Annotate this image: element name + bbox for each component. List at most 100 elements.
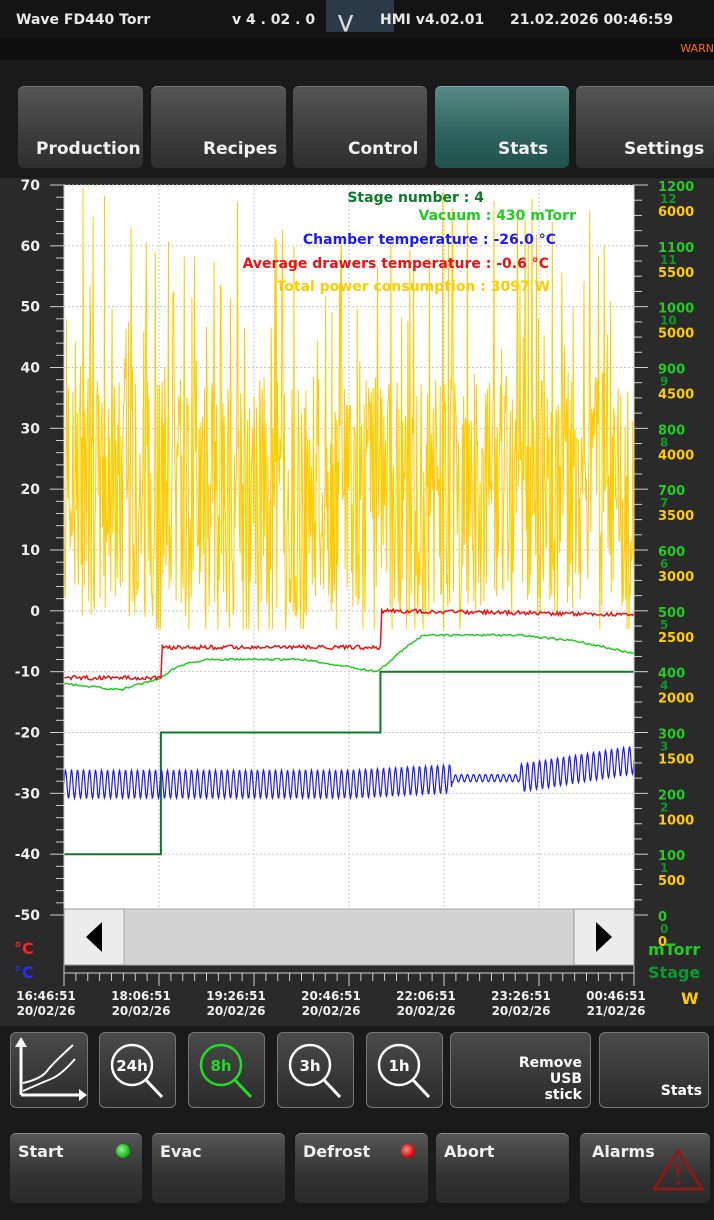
right-stage-label: 1 bbox=[660, 861, 668, 875]
left-tick-label: -20 bbox=[15, 726, 41, 742]
right-mtorr-label: 700 bbox=[658, 484, 685, 499]
warning-bar bbox=[0, 38, 714, 60]
drawers-line bbox=[63, 607, 635, 682]
right-watt-label: 0 bbox=[658, 935, 667, 950]
warning-text[interactable]: WARN bbox=[680, 42, 714, 55]
left-tick-label: 60 bbox=[21, 239, 41, 255]
right-watt-label: 4500 bbox=[658, 388, 694, 403]
zoom-8h-label: 8h bbox=[210, 1057, 231, 1075]
right-mtorr-label: 600 bbox=[658, 545, 685, 560]
date-tick-label: 21/02/26 bbox=[587, 1004, 646, 1018]
right-stage-label: 6 bbox=[660, 557, 668, 571]
right-stage-label: 5 bbox=[660, 618, 668, 632]
right-watt-label: 3000 bbox=[658, 570, 694, 585]
machine-name: Wave FD440 Torr bbox=[16, 12, 151, 28]
abort-label: Abort bbox=[444, 1142, 495, 1161]
right-watt-label: 1000 bbox=[658, 813, 694, 828]
trend-chart-icon bbox=[15, 1037, 87, 1101]
legend-power: Total power consumption : 3097 W bbox=[277, 279, 550, 295]
tab-recipes[interactable]: Recipes bbox=[151, 86, 286, 168]
remove-usb-line2: USB bbox=[549, 1071, 582, 1087]
right-watt-label: 6000 bbox=[658, 205, 694, 220]
right-watt-label: 500 bbox=[658, 874, 685, 889]
defrost-button[interactable]: Defrost bbox=[295, 1133, 428, 1203]
chevron-down-icon[interactable]: ⋁ bbox=[338, 12, 354, 33]
right-mtorr-label: 500 bbox=[658, 606, 685, 621]
date-tick-label: 20/02/26 bbox=[112, 1004, 171, 1018]
right-stage-label: 4 bbox=[660, 679, 668, 693]
left-tick-label: -40 bbox=[15, 847, 41, 863]
power-line bbox=[63, 187, 635, 630]
right-stage-label: 7 bbox=[660, 496, 668, 510]
unit-stage: Stage bbox=[648, 963, 700, 982]
right-mtorr-label: 1100 bbox=[658, 241, 694, 256]
zoom-1h-button[interactable]: 1h bbox=[366, 1032, 443, 1108]
legend-stage: Stage number : 4 bbox=[347, 190, 484, 206]
right-stage-label: 9 bbox=[660, 375, 668, 389]
remove-usb-line3: stick bbox=[544, 1087, 582, 1103]
left-tick-label: 0 bbox=[30, 604, 40, 620]
left-tick-label: 10 bbox=[21, 543, 41, 559]
arrow-right-icon[interactable] bbox=[596, 922, 612, 952]
time-tick-label: 00:46:51 bbox=[586, 989, 646, 1003]
unit-watt: W bbox=[681, 989, 699, 1008]
tab-production[interactable]: Production bbox=[18, 86, 143, 168]
tab-label: Stats bbox=[498, 139, 549, 159]
left-tick-label: 50 bbox=[21, 300, 41, 316]
tab-stats[interactable]: Stats bbox=[435, 86, 569, 168]
remove-usb-button[interactable]: Remove USB stick bbox=[450, 1032, 591, 1108]
right-watt-label: 5500 bbox=[658, 266, 694, 281]
zoom-1h-label: 1h bbox=[388, 1057, 409, 1075]
remove-usb-line1: Remove bbox=[518, 1055, 582, 1071]
tab-settings[interactable]: Settings bbox=[576, 86, 714, 168]
chart-lines bbox=[63, 607, 635, 856]
unit-celsius-chamber: °C bbox=[14, 963, 34, 982]
unit-celsius-drawers: °C bbox=[14, 939, 34, 958]
warning-triangle-icon bbox=[652, 1148, 704, 1191]
tab-label: Control bbox=[348, 139, 419, 159]
right-mtorr-label: 1200 bbox=[658, 180, 694, 195]
right-mtorr-label: 800 bbox=[658, 423, 685, 438]
tab-control[interactable]: Control bbox=[293, 86, 427, 168]
time-tick-label: 23:26:51 bbox=[491, 989, 551, 1003]
evac-label: Evac bbox=[160, 1142, 202, 1161]
date-tick-label: 20/02/26 bbox=[17, 1004, 76, 1018]
stats-export-button[interactable]: Stats bbox=[599, 1032, 709, 1108]
right-watt-label: 5000 bbox=[658, 327, 694, 342]
time-tick-label: 19:26:51 bbox=[206, 989, 266, 1003]
date-tick-label: 20/02/26 bbox=[492, 1004, 551, 1018]
left-tick-label: 70 bbox=[21, 178, 41, 194]
magnifier-24h-icon: 24h bbox=[110, 1043, 164, 1099]
right-stage-label: 10 bbox=[660, 314, 677, 328]
zoom-3h-button[interactable]: 3h bbox=[277, 1032, 354, 1108]
trend-view-button[interactable] bbox=[10, 1032, 88, 1108]
start-button[interactable]: Start bbox=[10, 1133, 142, 1203]
zoom-3h-label: 3h bbox=[299, 1057, 320, 1075]
right-mtorr-label: 300 bbox=[658, 728, 685, 743]
magnifier-1h-icon: 1h bbox=[377, 1043, 431, 1099]
arrow-left-icon[interactable] bbox=[86, 922, 102, 952]
right-mtorr-label: 200 bbox=[658, 788, 685, 803]
right-mtorr-label: 900 bbox=[658, 363, 685, 378]
scroll-thumb[interactable] bbox=[123, 908, 575, 966]
zoom-24h-button[interactable]: 24h bbox=[99, 1032, 176, 1108]
evac-button[interactable]: Evac bbox=[152, 1133, 285, 1203]
magnifier-8h-icon: 8h bbox=[199, 1043, 253, 1099]
left-tick-label: 30 bbox=[21, 421, 41, 437]
zoom-8h-button[interactable]: 8h bbox=[188, 1032, 265, 1108]
time-tick-label: 18:06:51 bbox=[111, 989, 171, 1003]
right-mtorr-label: 100 bbox=[658, 849, 685, 864]
version-dropdown-toggle[interactable] bbox=[326, 0, 394, 32]
alarms-button[interactable]: Alarms bbox=[580, 1133, 710, 1203]
right-mtorr-label: 400 bbox=[658, 667, 685, 682]
abort-button[interactable]: Abort bbox=[436, 1133, 569, 1203]
start-status-led bbox=[116, 1144, 130, 1158]
datetime: 21.02.2026 00:46:59 bbox=[510, 12, 674, 28]
left-tick-label: 20 bbox=[21, 482, 41, 498]
defrost-status-led bbox=[401, 1144, 415, 1158]
time-tick-label: 22:06:51 bbox=[396, 989, 456, 1003]
right-watt-label: 4000 bbox=[658, 448, 694, 463]
vacuum-line bbox=[63, 633, 635, 691]
status-bar: Wave FD440 Torr v 4 . 02 . 0 ⋁ HMI v4.02… bbox=[0, 0, 714, 38]
